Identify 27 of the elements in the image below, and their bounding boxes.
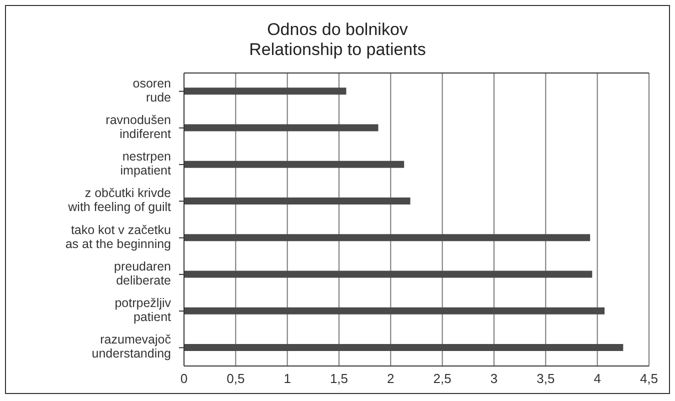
- bar: [184, 307, 605, 314]
- x-tick-label: 4: [594, 371, 601, 386]
- y-tick-label: osoren rude: [132, 76, 172, 105]
- x-tick-label: 2,5: [433, 371, 452, 386]
- x-tick-label: 0,5: [226, 371, 245, 386]
- y-tick-label: z občutki krivde with feeling of guilt: [67, 186, 172, 214]
- x-tick-label: 0: [180, 371, 188, 386]
- chart-title: Odnos do bolnikov Relationship to patients: [248, 19, 427, 61]
- x-tick-label: 1,5: [330, 371, 348, 386]
- x-tick-label: 3,5: [536, 371, 555, 386]
- y-tick-label: razumevajoč understanding: [92, 332, 172, 361]
- bar: [184, 270, 592, 278]
- bar: [184, 344, 624, 352]
- y-tick-label: preudaren deliberate: [114, 260, 172, 288]
- bar: [184, 160, 404, 168]
- y-tick-label: potrpežljiv patient: [114, 296, 172, 324]
- x-tick-label: 4,5: [640, 371, 658, 386]
- x-tick-label: 3: [490, 371, 498, 386]
- y-tick-label: nestrpen impatient: [120, 150, 172, 178]
- y-tick-label: tako kot v začetku as at the beginning: [65, 223, 172, 252]
- x-tick-label: 1: [284, 371, 291, 386]
- x-tick-label: 2: [387, 371, 394, 386]
- y-tick-label: ravnodušen indiferent: [106, 113, 172, 142]
- bar: [184, 124, 378, 132]
- bar: [184, 88, 346, 95]
- bar: [184, 234, 590, 242]
- bar: [184, 198, 410, 205]
